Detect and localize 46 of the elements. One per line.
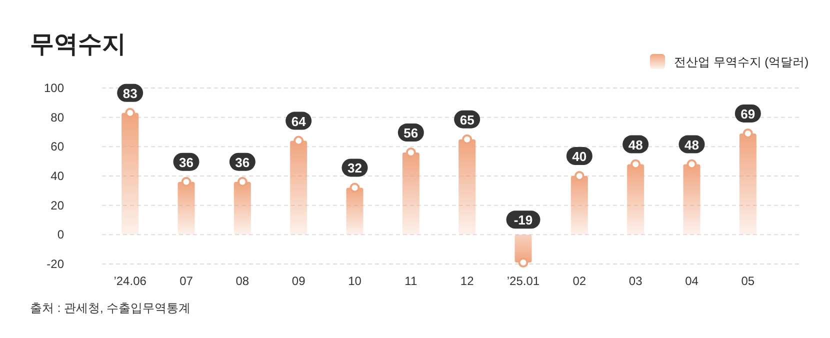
data-label: 83 [122, 86, 138, 101]
data-label: 64 [291, 114, 307, 129]
xtick: 12 [460, 274, 474, 288]
data-label: 48 [628, 137, 643, 152]
xtick: ’24.06 [114, 274, 146, 288]
data-label: 83 [117, 84, 144, 102]
xtick: 10 [348, 274, 362, 288]
data-label: 32 [342, 158, 368, 177]
xtick: 07 [180, 274, 193, 288]
data-label: -19 [506, 210, 540, 229]
annotation: 출처 : 관세청, 수출입무역통계 [30, 301, 191, 315]
data-label: 36 [173, 152, 200, 171]
data-label: 65 [460, 112, 474, 128]
ytick: 20 [50, 198, 64, 212]
data-label: 56 [398, 124, 424, 142]
xtick: ’25.01 [506, 274, 540, 288]
data-label: 40 [572, 149, 587, 164]
ytick: 60 [50, 140, 64, 154]
xtick: 04 [685, 274, 698, 288]
ytick: 40 [50, 169, 64, 183]
data-label: 32 [348, 160, 362, 176]
data-label: 69 [734, 104, 761, 122]
data-label: 36 [179, 154, 194, 170]
xtick: 08 [236, 274, 250, 288]
xtick: 03 [628, 274, 642, 288]
data-label: 48 [684, 137, 699, 152]
data-label: 56 [404, 126, 418, 141]
ytick: 0 [57, 228, 64, 242]
legend-text: 전산업 무역수지 (억달러) [674, 55, 809, 69]
xtick: 11 [404, 274, 418, 288]
data-label: 36 [235, 154, 250, 170]
data-label: 36 [229, 152, 256, 171]
data-label: 65 [454, 110, 480, 128]
data-label: 48 [622, 135, 649, 154]
xtick: 02 [572, 274, 586, 288]
ytick: -20 [46, 257, 64, 271]
title: 무역수지 [30, 31, 126, 58]
data-label: 48 [678, 135, 705, 154]
xtick: 09 [292, 274, 306, 288]
ytick: 100 [44, 81, 64, 95]
data-label: 64 [286, 112, 312, 130]
data-label: 69 [740, 106, 756, 122]
ytick: 80 [50, 110, 64, 124]
data-label: 40 [566, 147, 592, 165]
data-label: -19 [514, 212, 533, 228]
xtick: 05 [741, 274, 755, 288]
